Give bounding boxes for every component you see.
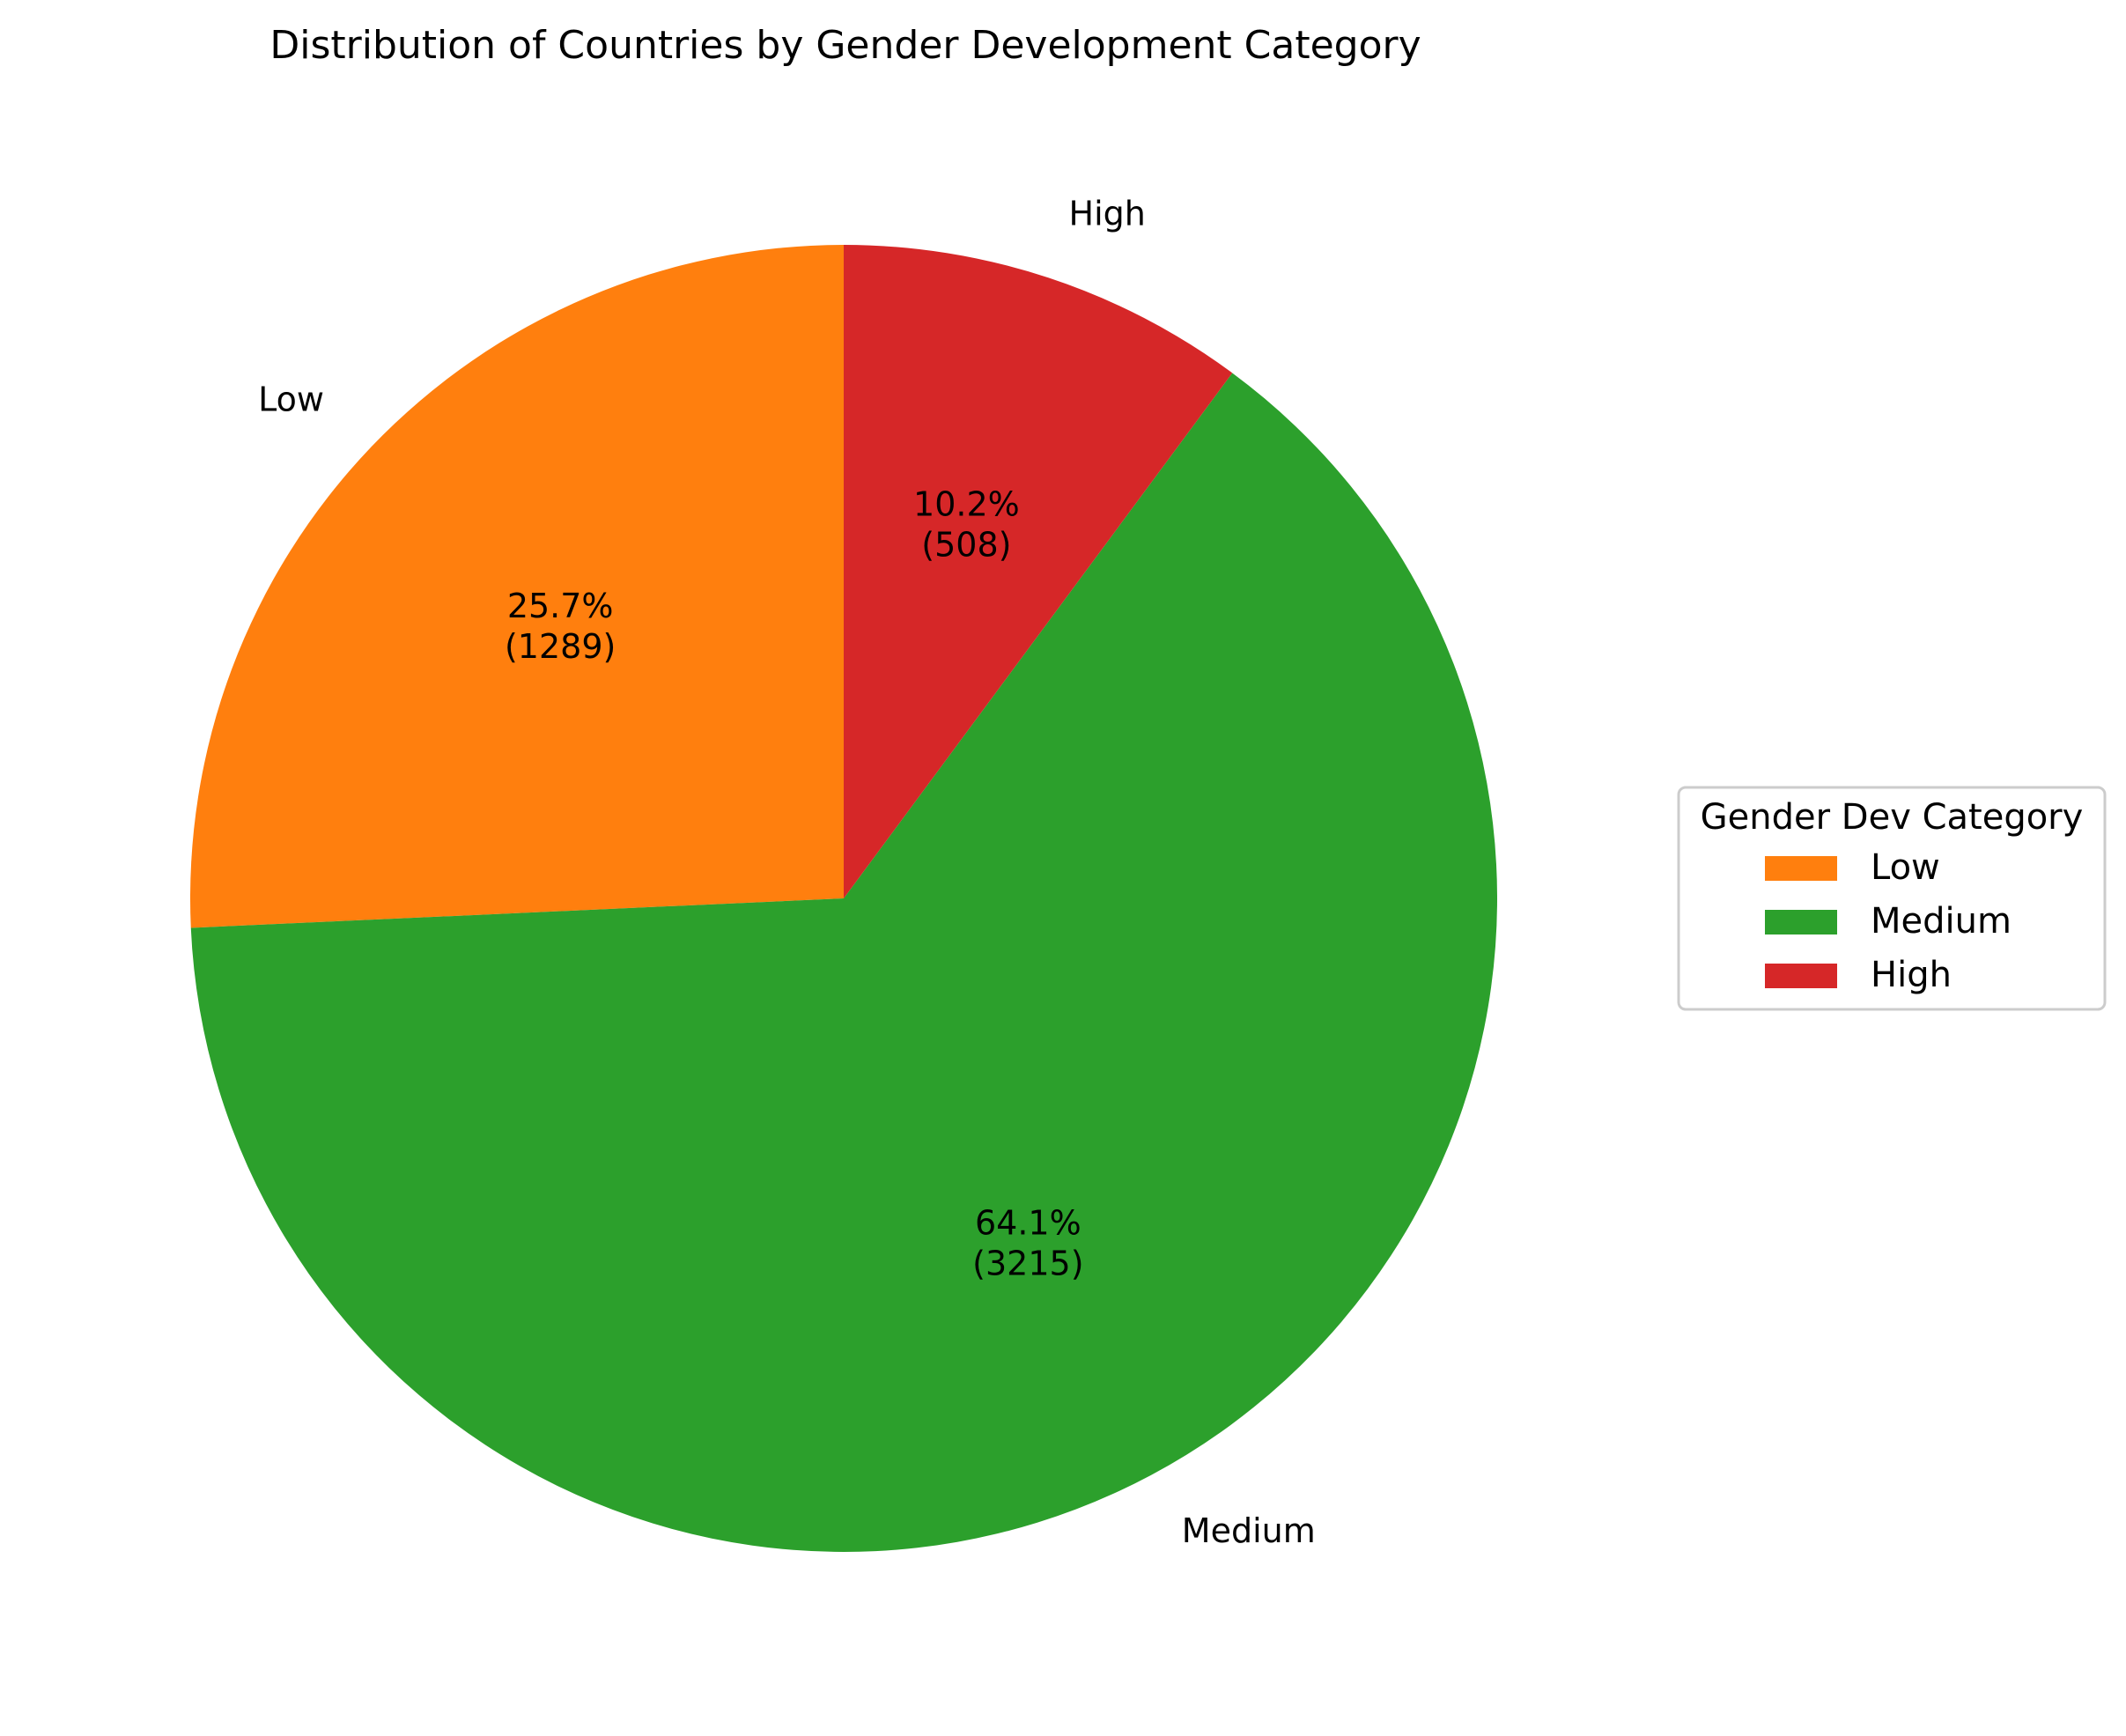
- legend: Gender Dev Category Low Medium High: [1677, 786, 2107, 1011]
- legend-label-medium: Medium: [1871, 901, 2012, 942]
- legend-title: Gender Dev Category: [1701, 797, 2084, 838]
- slice-label-high: High: [1069, 194, 1146, 233]
- legend-label-low: Low: [1871, 847, 1940, 888]
- percent-label-high: 10.2%: [913, 485, 1020, 524]
- legend-label-high: High: [1871, 955, 1952, 995]
- legend-frame: [1677, 786, 2107, 1011]
- pie-slice-high: [844, 245, 1233, 898]
- count-label-high: (508): [921, 526, 1011, 565]
- legend-entries: Low Medium High: [1765, 847, 2012, 995]
- legend-swatch-low: [1765, 856, 1837, 881]
- pie-slice-low: [189, 245, 845, 928]
- pie-slice-medium: [190, 373, 1497, 1553]
- pie-slices: [189, 245, 1497, 1553]
- legend-swatch-high: [1765, 964, 1837, 988]
- count-label-medium: (3215): [972, 1244, 1083, 1282]
- percent-label-low: 25.7%: [507, 587, 614, 625]
- legend-swatch-medium: [1765, 910, 1837, 934]
- slice-label-low: Low: [258, 380, 324, 419]
- count-label-low: (1289): [505, 627, 616, 666]
- chart-title: Distribution of Countries by Gender Deve…: [269, 23, 1421, 68]
- slice-label-medium: Medium: [1182, 1511, 1316, 1550]
- percent-label-medium: 64.1%: [975, 1203, 1081, 1242]
- pie-labels: Low 25.7%(1289) Medium 64.1%(3215) High 10.2%…: [258, 194, 1316, 1550]
